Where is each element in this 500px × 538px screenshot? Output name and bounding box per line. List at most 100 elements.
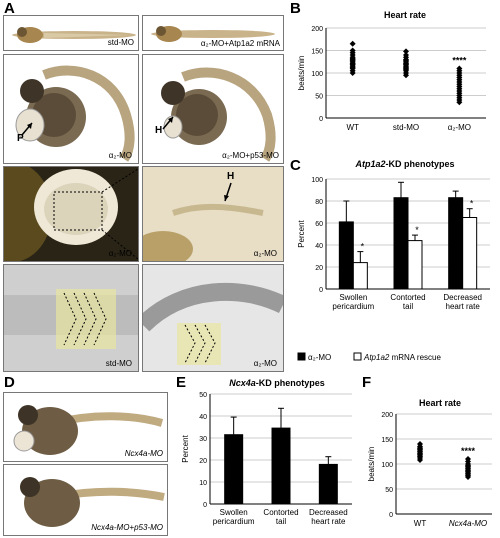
caption-alpha2-mo: α₂-MO: [108, 151, 132, 160]
larva-image: [20, 477, 165, 527]
chart-c-xtick-label: Swollen: [339, 293, 367, 302]
caption-heart-detail: α₂-MO: [253, 249, 277, 258]
chart-c-ytick-label: 0: [319, 287, 323, 294]
chart-c-bar: [407, 240, 423, 290]
chart-c-xtick-label: tail: [403, 302, 413, 311]
caption-ncx4a-p53: Ncx4a-MO+p53-MO: [91, 523, 163, 532]
arrow-icon: [21, 122, 33, 136]
panel-label-e: E: [176, 374, 187, 391]
chart-f-ytick-label: 200: [381, 412, 393, 419]
chart-b-ylabel: beats/min: [297, 56, 306, 91]
arrow-icon: [162, 116, 174, 130]
chart-b-xtick-label: std-MO: [393, 123, 419, 132]
larva-image: [12, 27, 136, 43]
chart-c-xtick-label: pericardium: [332, 302, 374, 311]
chart-e-ytick-label: 40: [199, 414, 207, 421]
chart-b: Heart rate 0 50 100 150 200 beats/min WT std-MO…: [290, 0, 496, 150]
caption-heart-zoom: α₂-MO: [108, 249, 132, 258]
chart-c-ytick-label: 80: [315, 199, 323, 206]
chart-f-significance: ****: [461, 446, 476, 456]
chart-b-ytick-label: 50: [315, 94, 323, 101]
chart-f-point: [465, 474, 471, 480]
heart-zoom-image: [4, 167, 138, 261]
caption-rescue: α₂-MO+Atp1a2 mRNA: [200, 39, 280, 48]
arrow-icon: [224, 182, 232, 202]
somite-image: [143, 265, 283, 371]
label-h: H: [155, 125, 163, 136]
chart-f-ytick-label: 150: [381, 437, 393, 444]
chart-c: Atp1a2-KD phenotypes 0 20 40 60 80 100 Percent…: [290, 157, 496, 372]
photo-somite-std: std-MO: [3, 264, 139, 372]
chart-e-xtick-label: Swollen: [220, 508, 248, 517]
chart-c-significance: *: [470, 199, 474, 209]
chart-f-xtick-label: Ncx4a-MO: [449, 519, 487, 528]
caption-somite-alpha2: α₂-MO: [253, 359, 277, 368]
chart-b-xtick-label: WT: [346, 123, 359, 132]
chart-c-ytick-label: 60: [315, 221, 323, 228]
chart-f-xtick-label: WT: [414, 519, 427, 528]
chart-c-bar: [462, 217, 478, 290]
chart-e-title-text: -KD phenotypes: [255, 378, 325, 388]
photo-ncx4a-mo: Ncx4a-MO: [3, 392, 168, 462]
chart-f-ylabel: beats/min: [367, 447, 376, 482]
chart-c-bar: [352, 262, 368, 290]
chart-b-ytick-label: 200: [311, 26, 323, 33]
chart-c-significance: *: [415, 225, 419, 235]
chart-c-title: Atp1a2-KD phenotypes: [290, 159, 496, 169]
chart-c-bar: [338, 221, 354, 290]
chart-e-ylabel: Percent: [181, 434, 190, 462]
caption-std-mo: std-MO: [107, 38, 134, 47]
chart-c-title-gene: Atp1a2: [355, 159, 386, 169]
chart-e-xtick-label: pericardium: [213, 517, 255, 526]
chart-f-svg: 0 50 100 150 200 beats/min WT Ncx4a-MO ****: [367, 412, 492, 528]
larva-image: [151, 26, 275, 42]
chart-e-xtick-label: tail: [276, 517, 286, 526]
label-p: P: [17, 133, 24, 144]
chart-b-point: [403, 72, 409, 79]
chart-c-bar: [448, 197, 464, 290]
photo-alpha2-mo: P α₂-MO: [3, 54, 139, 164]
chart-b-point: [456, 99, 463, 106]
chart-e-ytick-label: 30: [199, 436, 207, 443]
chart-c-significance: *: [361, 242, 365, 252]
curled-larva-image: [15, 65, 135, 162]
photo-larva-std-mo: std-MO: [3, 15, 139, 51]
chart-c-xtick-label: Contorted: [390, 293, 425, 302]
caption-somite-std: std-MO: [105, 359, 132, 368]
chart-f-point: [417, 457, 423, 463]
chart-b-ytick-label: 0: [319, 116, 323, 123]
caption-alpha2-p53: α₂-MO+p53-MO: [222, 151, 279, 160]
chart-e-ytick-label: 10: [199, 480, 207, 487]
chart-b-title: Heart rate: [383, 10, 427, 20]
chart-c-ytick-label: 40: [315, 243, 323, 250]
chart-c-title-text: -KD phenotypes: [385, 159, 455, 169]
chart-b-xtick-label: α₂-MO: [448, 123, 471, 132]
chart-c-xtick-label: Decreased: [443, 293, 482, 302]
chart-e-xtick-label: Contorted: [263, 508, 298, 517]
chart-e-bar: [271, 427, 291, 505]
chart-e: Ncx4a-KD phenotypes 0 10 20 30 40 50 Percent Sw…: [176, 374, 358, 538]
chart-c-legend-swatch: [353, 352, 362, 361]
chart-b-ytick-label: 150: [311, 49, 323, 56]
chart-e-bar: [318, 463, 338, 505]
chart-c-ytick-label: 20: [315, 265, 323, 272]
chart-e-title-gene: Ncx4a: [229, 378, 256, 388]
chart-c-xtick-label: heart rate: [446, 302, 481, 311]
chart-f-ytick-label: 50: [385, 487, 393, 494]
chart-c-ytick-label: 100: [311, 177, 323, 184]
chart-b-point: [403, 48, 409, 55]
chart-f-ytick-label: 0: [389, 512, 393, 519]
chart-e-xtick-label: Decreased: [309, 508, 348, 517]
chart-c-legend-label: Atp1a2 mRNA rescue: [363, 353, 441, 362]
chart-e-title: Ncx4a-KD phenotypes: [176, 378, 358, 388]
panel-label-c: C: [290, 157, 301, 174]
panel-label-f: F: [362, 374, 372, 391]
chart-f: Heart rate 0 50 100 150 200 beats/min WT Ncx4a-…: [362, 374, 498, 538]
panel-label-a: A: [4, 0, 15, 17]
photo-alpha2-p53: H α₂-MO+p53-MO: [142, 54, 284, 164]
panel-label-d: D: [4, 374, 15, 391]
chart-f-ytick-label: 100: [381, 462, 393, 469]
chart-e-ytick-label: 50: [199, 392, 207, 399]
